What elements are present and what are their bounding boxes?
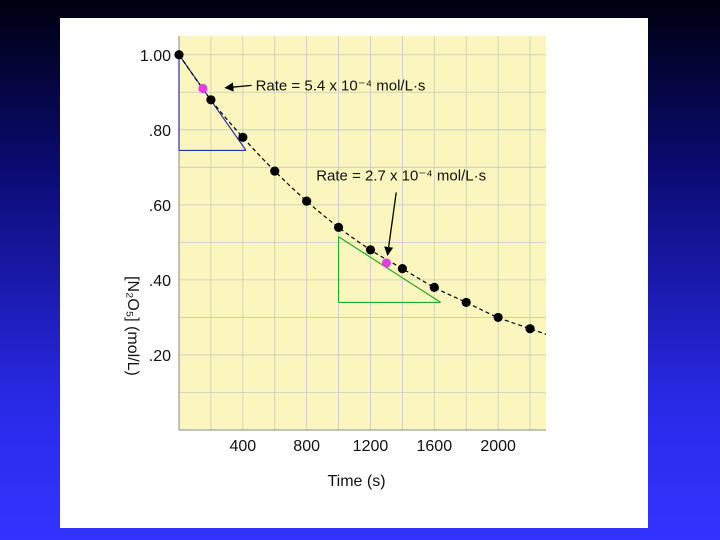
y-tick-label: .80 — [149, 123, 171, 140]
y-tick-label: .60 — [149, 198, 171, 215]
y-tick-label: 1.00 — [140, 48, 171, 65]
data-point — [397, 264, 407, 274]
data-point — [302, 196, 312, 206]
y-tick-label: .20 — [149, 348, 171, 365]
data-point — [365, 245, 376, 255]
data-point — [429, 282, 439, 293]
y-axis-title: [N₂O₅] (mol/L) — [124, 276, 141, 376]
x-tick-label: 2000 — [480, 438, 516, 455]
plot-area — [179, 36, 546, 430]
rate-arrow-1 — [384, 192, 397, 256]
rate-annotation-1: Rate = 2.7 x 10⁻⁴ mol/L·s — [316, 167, 486, 184]
rate-arrow-0 — [224, 82, 252, 92]
x-tick-label: 1600 — [417, 438, 453, 455]
data-point — [174, 50, 184, 60]
x-tick-label: 1200 — [353, 438, 389, 455]
data-point — [206, 95, 216, 105]
data-point — [333, 222, 344, 232]
data-point — [493, 312, 503, 323]
tangent-line-1 — [338, 236, 442, 303]
rate-annotation-0: Rate = 5.4 x 10⁻⁴ mol/L·s — [256, 77, 426, 94]
data-point — [270, 166, 280, 176]
reaction-rate-chart: 400 800 1200 1600 2000 .20 .40 .60 .80 1.00 Time (… — [124, 36, 547, 490]
tangent-point-0 — [198, 83, 208, 94]
data-point — [525, 324, 535, 334]
tangent-point-1 — [381, 258, 392, 268]
x-tick-label: 800 — [293, 438, 320, 455]
x-tick-label: 400 — [229, 438, 256, 455]
data-point — [461, 297, 471, 308]
x-axis-title: Time (s) — [327, 473, 385, 490]
slide-card: 400 800 1200 1600 2000 .20 .40 .60 .80 1.00 Time (… — [60, 18, 648, 528]
y-tick-label: .40 — [149, 273, 171, 290]
data-point — [238, 132, 248, 142]
